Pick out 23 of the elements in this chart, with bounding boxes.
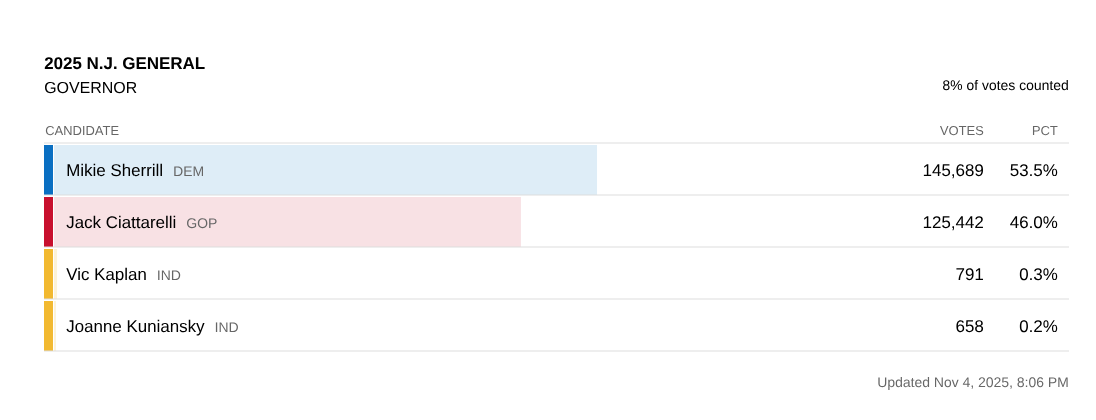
text: VOTES [939, 125, 984, 136]
y-tick-label: Mikie Sherrill [67, 163, 162, 177]
annotation: IND [215, 322, 238, 333]
data-label: 0.2% [1019, 320, 1058, 333]
data-label: 46.0% [1010, 216, 1058, 229]
annotation: 658 [956, 320, 984, 333]
text: Updated Nov 4, 2025, 8:06 PM [878, 376, 1068, 390]
y-tick-label: Joanne Kuniansky [66, 319, 205, 336]
y-tick-label: Jack Ciattarelli [66, 215, 176, 229]
data-label: 0.3% [1019, 268, 1058, 281]
text: CANDIDATE [45, 125, 119, 136]
annotation: 145,689 [923, 164, 983, 179]
text: 8% of votes counted [943, 79, 1068, 91]
chart-title: 2025 N.J. GENERAL [44, 57, 205, 70]
annotation: GOP [187, 218, 217, 229]
annotation: IND [158, 270, 181, 281]
annotation: 125,442 [923, 216, 983, 231]
y-tick-label: Vic Kaplan [66, 267, 146, 284]
annotation: 791 [956, 268, 983, 281]
data-label: 53.5% [1010, 164, 1058, 177]
annotation: DEM [174, 166, 203, 177]
chart-subtitle: GOVERNOR [45, 81, 137, 94]
text: PCT [1032, 125, 1058, 136]
